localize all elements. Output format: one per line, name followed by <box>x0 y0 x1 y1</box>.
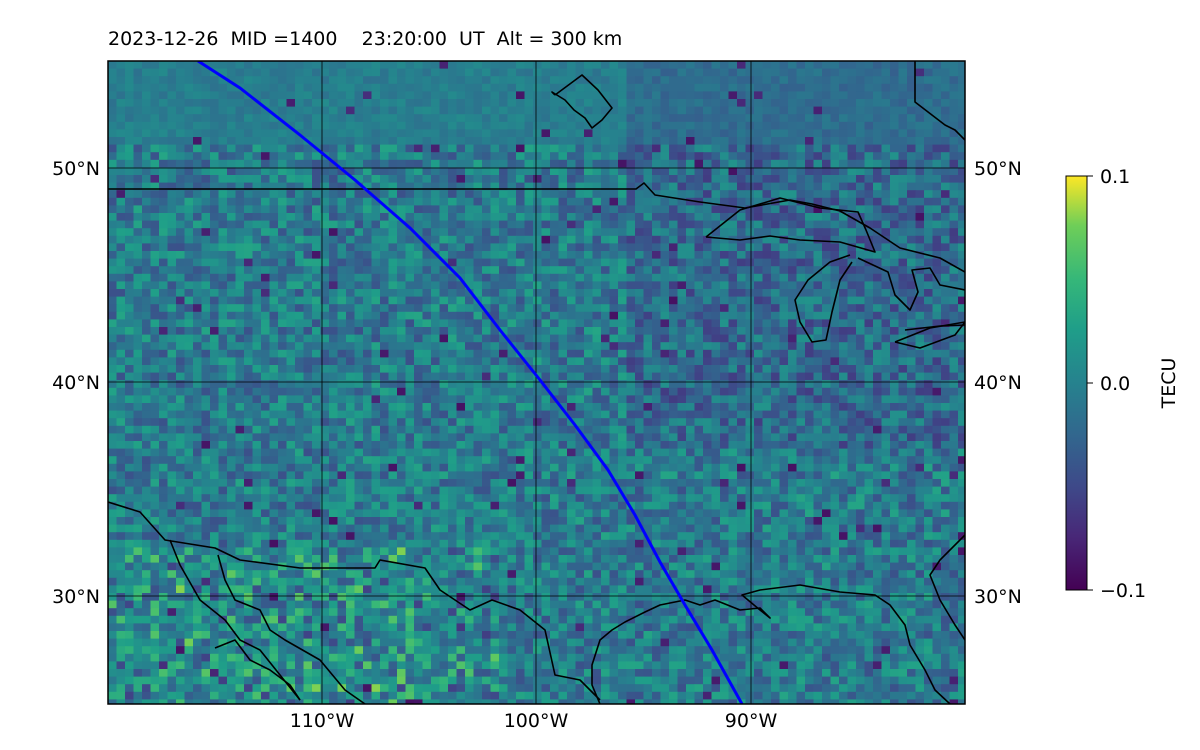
gridlines <box>108 61 965 704</box>
map-frame <box>107 60 966 705</box>
colorbar: 0.1 0.0 −0.1 TECU <box>1065 166 1180 602</box>
lat-label-left-30: 30°N <box>52 586 100 608</box>
lat-label-left-40: 40°N <box>52 372 100 394</box>
lat-label-right-30: 30°N <box>974 586 1022 608</box>
colorbar-gradient <box>1065 175 1088 591</box>
tec-field <box>108 61 965 704</box>
title-date: 2023-12-26 <box>108 28 219 50</box>
colorbar-tick-max: 0.1 <box>1100 166 1130 188</box>
colorbar-label: TECU <box>1158 358 1180 410</box>
coastlines <box>108 61 965 704</box>
map-area <box>108 61 965 704</box>
title-alt: Alt = 300 km <box>496 28 623 50</box>
lat-label-right-40: 40°N <box>974 372 1022 394</box>
title-mid: MID =1400 <box>230 28 338 50</box>
lat-label-left-50: 50°N <box>52 158 100 180</box>
colorbar-tick-min: −0.1 <box>1100 580 1146 602</box>
lon-label-110w: 110°W <box>290 710 355 732</box>
satellite-track <box>197 61 744 704</box>
lon-label-90w: 90°W <box>725 710 778 732</box>
title-time: 23:20:00 UT <box>361 28 485 50</box>
lon-label-100w: 100°W <box>504 710 569 732</box>
map-title: 2023-12-26 MID =1400 23:20:00 UT Alt = 3… <box>108 28 622 50</box>
lat-label-right-50: 50°N <box>974 158 1022 180</box>
colorbar-tick-zero: 0.0 <box>1100 373 1130 395</box>
